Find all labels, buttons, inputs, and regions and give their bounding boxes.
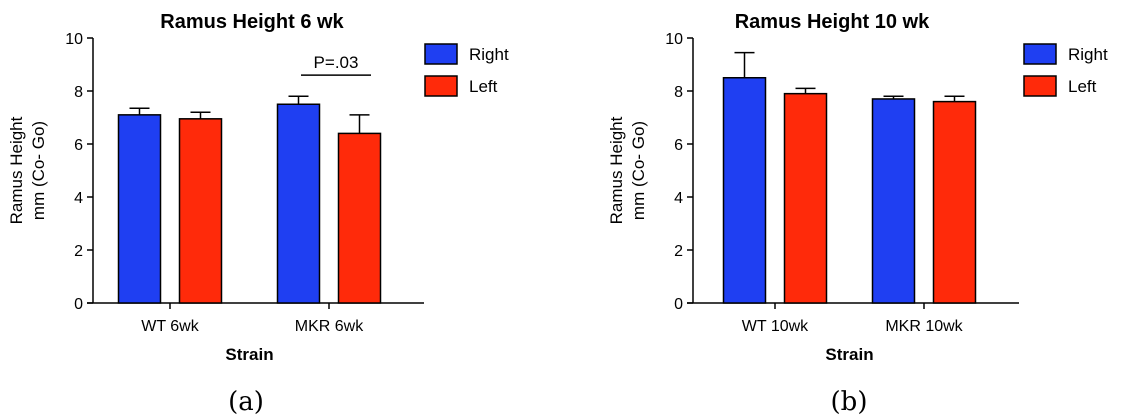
y-axis-label: Ramus Height	[607, 116, 626, 224]
legend-swatch-right	[1023, 43, 1057, 65]
x-category-label: MKR 6wk	[295, 318, 364, 335]
x-axis-label: Strain	[825, 345, 873, 364]
y-tick-label: 6	[674, 137, 683, 154]
y-tick-label: 10	[665, 31, 683, 48]
bar-right	[871, 98, 916, 304]
bar-left	[932, 100, 977, 304]
chart-panel-b: Ramus Height 10 wk Ramus Height mm (Co- Go…	[607, 11, 1108, 364]
legend-label-left: Left	[1068, 77, 1097, 96]
x-category-label: WT 10wk	[742, 318, 809, 335]
legend-label-right: Right	[469, 45, 509, 64]
x-axis-label: Strain	[225, 345, 273, 364]
bar-left	[337, 132, 382, 304]
bar-right	[722, 77, 767, 304]
y-axis-label: mm (Co- Go)	[629, 121, 648, 220]
legend-swatch-left	[1023, 75, 1057, 97]
y-tick-label: 2	[74, 243, 83, 260]
significance-label: P=.03	[314, 53, 359, 72]
y-tick-label: 0	[674, 296, 683, 313]
y-axis-label: Ramus Height	[7, 116, 26, 224]
bar-left	[783, 92, 828, 304]
panel-label-a: (a)	[228, 387, 264, 417]
y-tick-label: 6	[74, 137, 83, 154]
y-tick-label: 2	[674, 243, 683, 260]
y-tick-label: 10	[65, 31, 83, 48]
chart-title: Ramus Height 6 wk	[160, 11, 344, 33]
x-category-label: WT 6wk	[141, 318, 199, 335]
y-tick-label: 0	[74, 296, 83, 313]
x-category-label: MKR 10wk	[885, 318, 963, 335]
panel-label-b: (b)	[831, 387, 868, 417]
chart-panel-a: Ramus Height 6 wk Ramus Height mm (Co- Go)…	[7, 11, 509, 364]
bar-right	[117, 114, 162, 304]
y-tick-label: 4	[74, 190, 83, 207]
legend-label-left: Left	[469, 77, 498, 96]
bar-right	[276, 103, 321, 304]
legend-swatch-right	[424, 43, 458, 65]
chart-title: Ramus Height 10 wk	[735, 11, 930, 33]
y-axis-label: mm (Co- Go)	[29, 121, 48, 220]
legend-swatch-left	[424, 75, 458, 97]
y-tick-label: 8	[74, 84, 83, 101]
y-tick-label: 4	[674, 190, 683, 207]
legend-label-right: Right	[1068, 45, 1108, 64]
y-tick-label: 8	[674, 84, 683, 101]
bar-left	[178, 118, 223, 304]
